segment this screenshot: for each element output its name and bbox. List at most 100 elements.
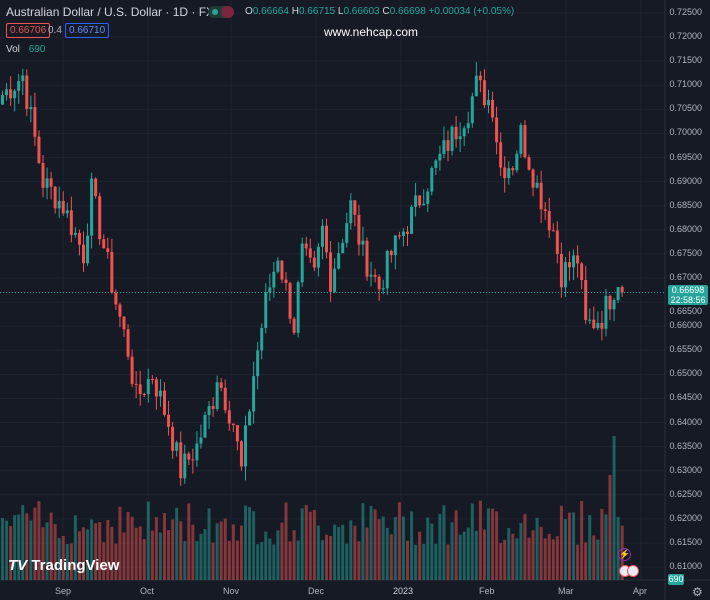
watermark: www.nehcap.com <box>324 25 419 39</box>
price-axis-label: 0.68500 <box>669 199 702 210</box>
candle-body <box>53 186 57 209</box>
volume-bar <box>122 532 126 580</box>
candle-body <box>195 443 199 461</box>
candle-body <box>33 107 37 137</box>
volume-bar <box>65 544 69 580</box>
time-axis-label: Apr <box>633 586 648 596</box>
spread: 0.4 <box>48 25 62 36</box>
candle-body <box>65 210 69 214</box>
volume-bar <box>25 513 29 580</box>
candle-body <box>491 99 495 118</box>
candle-body <box>122 316 126 330</box>
volume-bar <box>37 501 41 580</box>
buy-button[interactable]: 0.66710 <box>65 23 110 38</box>
candle-body <box>41 163 45 188</box>
volume-bar <box>138 526 142 580</box>
volume-bar <box>357 541 361 580</box>
volume-bar <box>5 520 9 580</box>
candle-body <box>365 240 369 277</box>
candle-body <box>462 128 466 137</box>
volume-bar <box>288 541 292 580</box>
volume-bar <box>163 513 166 580</box>
volume-bar <box>519 523 523 580</box>
price-axis-label: 0.63000 <box>669 464 702 475</box>
candle-body <box>426 191 430 204</box>
volume-bar <box>211 542 215 580</box>
candle-body <box>393 235 397 256</box>
candle-body <box>320 225 324 247</box>
candle-body <box>458 136 462 140</box>
volume-bar <box>527 537 531 580</box>
market-status-toggle[interactable] <box>208 6 234 18</box>
candle-body <box>49 178 53 187</box>
volume-bar <box>102 542 106 580</box>
volume-bar <box>523 514 527 580</box>
candle-body <box>244 425 247 467</box>
volume-bar <box>462 531 466 580</box>
volume-bar <box>9 526 13 580</box>
volume-bar <box>17 514 21 580</box>
candle-body <box>434 160 438 168</box>
candle-body <box>543 209 547 211</box>
us-flag-event-icon[interactable] <box>627 565 639 577</box>
volume-bar <box>559 505 563 580</box>
candle-body <box>430 167 434 192</box>
candle-body <box>57 200 61 209</box>
volume-bar <box>531 530 535 580</box>
volume-bar <box>316 525 320 580</box>
volume-bar <box>150 530 154 580</box>
candle-body <box>223 387 227 411</box>
volume-bar <box>199 533 203 580</box>
volume-bar <box>377 519 381 580</box>
time-axis-label: Nov <box>223 586 240 596</box>
volume-bar <box>77 531 81 580</box>
price-axis-label: 0.61000 <box>669 561 702 572</box>
volume-bar <box>114 543 118 580</box>
candle-body <box>551 230 555 232</box>
candle-body <box>539 182 543 210</box>
volume-bar <box>227 540 231 580</box>
volume-bar <box>223 518 227 580</box>
candle-body <box>203 415 207 438</box>
volume-bar <box>130 516 134 580</box>
volume-bar <box>325 534 328 580</box>
candle-body <box>114 292 118 305</box>
volume-bar <box>53 523 57 580</box>
symbol-title[interactable]: Australian Dollar / U.S. Dollar · 1D · F… <box>6 5 233 19</box>
sell-button[interactable]: 0.66706 <box>6 23 51 38</box>
tradingview-logo[interactable]: TV TradingView <box>8 557 120 574</box>
volume-value: 690 <box>28 44 46 55</box>
volume-bar <box>187 503 191 580</box>
volume-bar <box>312 509 316 580</box>
volume-bar <box>406 540 409 580</box>
settings-gear-icon[interactable]: ⚙ <box>692 585 703 599</box>
candle-body <box>239 441 243 467</box>
candle-body <box>454 126 458 140</box>
candle-body <box>568 262 571 268</box>
candle-body <box>264 292 268 328</box>
candle-body <box>547 210 551 231</box>
candle-body <box>304 243 308 249</box>
candle-body <box>620 287 624 293</box>
price-axis-label: 0.70500 <box>669 103 702 114</box>
candle-body <box>98 196 102 240</box>
price-axis-label: 0.62000 <box>669 512 702 523</box>
price-axis-label: 0.65000 <box>669 368 702 379</box>
volume-bar <box>49 512 53 580</box>
volume-bar <box>118 506 122 580</box>
candle-body <box>361 240 365 245</box>
price-axis-label: 0.66000 <box>669 320 702 331</box>
candle-body <box>333 268 337 292</box>
candle-body <box>146 379 150 395</box>
candle-body <box>563 262 567 288</box>
candle-body <box>588 319 592 321</box>
candle-body <box>596 323 600 329</box>
candle-body <box>219 382 223 388</box>
volume-bar <box>446 544 450 580</box>
lightning-event-icon[interactable]: ⚡ <box>618 548 631 561</box>
candle-body <box>499 142 503 168</box>
volume-bar <box>430 523 434 580</box>
volume-bar <box>580 501 584 580</box>
